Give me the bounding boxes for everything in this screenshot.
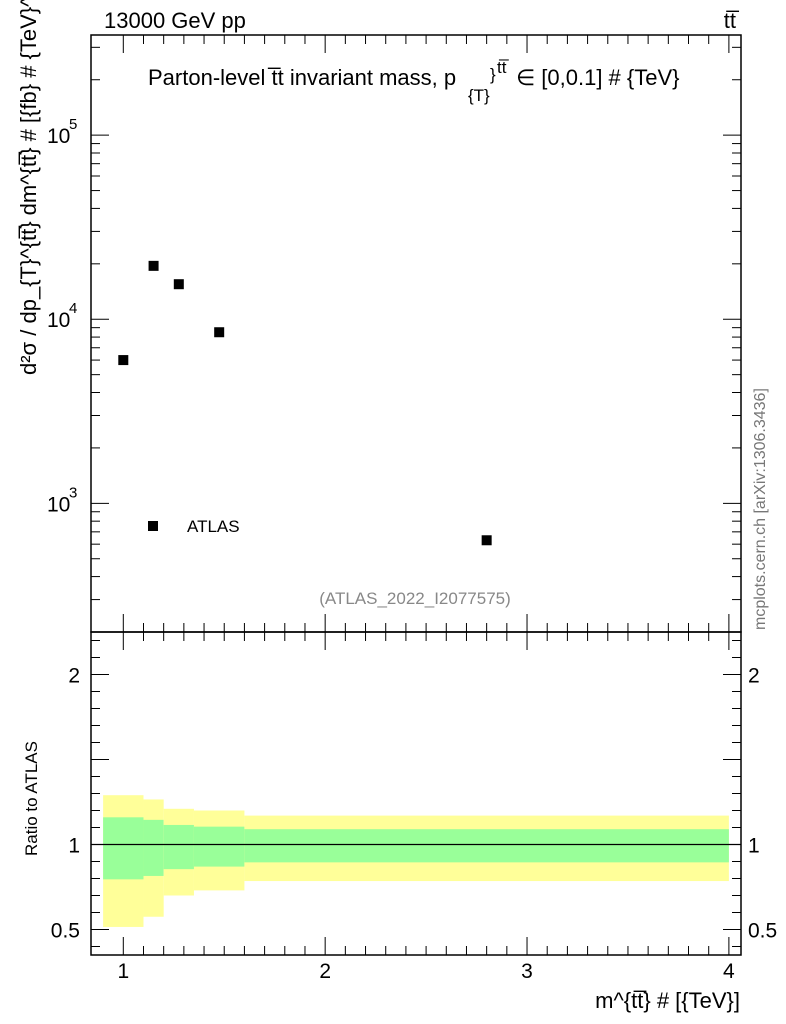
legend-label: ATLAS bbox=[187, 517, 240, 536]
inner-band bbox=[143, 819, 164, 876]
title-superscript: tt̅ bbox=[497, 58, 509, 77]
data-point bbox=[173, 279, 184, 290]
legend-marker bbox=[148, 521, 158, 531]
title-subscript: {T} bbox=[468, 86, 490, 105]
x-tick-label: 2 bbox=[319, 960, 331, 983]
x-tick-label: 3 bbox=[521, 960, 533, 983]
data-point bbox=[214, 327, 225, 338]
inner-band bbox=[193, 826, 245, 867]
title-brace: } bbox=[490, 65, 496, 84]
x-axis-label: m^{tt̅} # [{TeV}] bbox=[595, 988, 740, 1013]
ratio-axis-ticks: 0.5 0.5 1 1 2 2 1 2 3 4 bbox=[51, 632, 777, 983]
energy-label: 13000 GeV pp bbox=[104, 8, 246, 33]
ratio-y-axis-label: Ratio to ATLAS bbox=[22, 741, 41, 856]
main-y-tick-label: 10 bbox=[47, 309, 70, 332]
main-y-tick-exponent: 4 bbox=[69, 300, 77, 317]
main-y-tick-label: 10 bbox=[47, 493, 70, 516]
main-data-points bbox=[118, 260, 492, 546]
process-label: tt̅ bbox=[724, 8, 740, 33]
main-y-tick-label: 10 bbox=[47, 125, 70, 148]
ratio-y-tick-label-right: 2 bbox=[748, 665, 760, 688]
title-tail: ∈ [0,0.1] # {TeV} bbox=[516, 65, 680, 90]
data-point bbox=[118, 355, 129, 366]
inner-band bbox=[163, 824, 194, 870]
ratio-y-tick-label-right: 0.5 bbox=[748, 920, 777, 943]
main-y-tick-exponent: 3 bbox=[69, 484, 77, 501]
inner-band bbox=[103, 817, 144, 880]
inner-band bbox=[244, 829, 729, 863]
ratio-y-tick-label-right: 1 bbox=[748, 835, 760, 858]
ratio-y-tick-label: 0.5 bbox=[51, 920, 80, 943]
ratio-plot-frame bbox=[90, 631, 742, 956]
analysis-label: (ATLAS_2022_I2077575) bbox=[319, 589, 511, 608]
watermark: mcplots.cern.ch [arXiv:1306.3436] bbox=[752, 388, 769, 630]
ratio-y-tick-label: 2 bbox=[68, 665, 80, 688]
main-y-tick-exponent: 5 bbox=[69, 116, 77, 133]
main-plot-frame bbox=[90, 34, 742, 633]
ratio-y-tick-label: 1 bbox=[68, 835, 80, 858]
title-main: Parton-level t̅t invariant mass, p bbox=[148, 65, 456, 90]
ratio-uncertainty-bands bbox=[103, 795, 729, 927]
data-point bbox=[481, 535, 492, 546]
plot-title: Parton-level t̅t invariant mass, p {T} }… bbox=[148, 58, 680, 105]
x-tick-label: 4 bbox=[723, 960, 735, 983]
data-point bbox=[148, 260, 159, 271]
x-tick-label: 1 bbox=[117, 960, 129, 983]
main-y-axis-label: d²σ / dp_{T}^{tt̅} dm^{tt̅} # [{fb} # {T… bbox=[16, 0, 41, 375]
